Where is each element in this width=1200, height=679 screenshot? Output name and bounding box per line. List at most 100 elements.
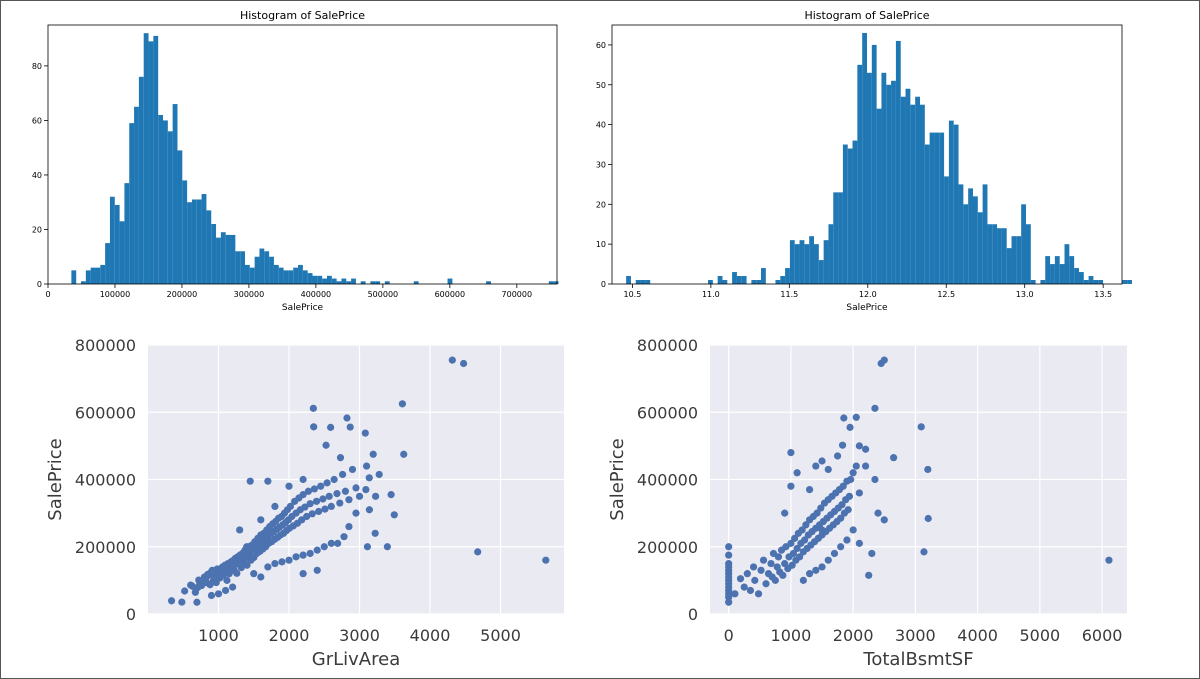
histogram-bar	[838, 192, 843, 284]
histogram-bar	[447, 278, 453, 284]
scatter-point	[188, 582, 197, 590]
scatter-point	[781, 509, 789, 517]
histogram-bar	[307, 273, 313, 284]
y-tick-label: 600000	[637, 403, 698, 422]
scatter-point	[868, 549, 876, 558]
scatter-point	[236, 526, 244, 534]
histogram-bar	[915, 96, 920, 284]
histogram-bar	[244, 264, 250, 284]
scatter-point	[924, 514, 932, 523]
histogram-bar	[1050, 264, 1055, 284]
scatter-point	[743, 570, 751, 578]
histogram-bar	[708, 280, 713, 284]
scatter-point	[362, 485, 370, 494]
scatter-point	[459, 359, 468, 368]
histogram-bar	[259, 248, 265, 284]
scatter-point	[757, 566, 765, 574]
histogram-bar	[312, 275, 318, 284]
scatter-point	[310, 485, 318, 493]
histogram-bar	[278, 267, 284, 284]
scatter-point	[313, 546, 321, 554]
histogram-bar	[823, 240, 829, 284]
histogram-bar	[486, 281, 491, 284]
scatter-point	[837, 514, 845, 522]
histogram-bar	[134, 106, 139, 284]
histogram-bar	[302, 270, 308, 284]
scatter-point	[852, 462, 860, 470]
y-axis-label: SalePrice	[607, 438, 628, 520]
histogram-bar	[761, 268, 766, 284]
histogram-bar	[336, 281, 342, 284]
histogram-bar	[799, 240, 805, 284]
scatter-point	[207, 591, 216, 600]
y-tick-label: 0	[37, 280, 42, 289]
chart-title: Histogram of SalePrice	[240, 9, 365, 22]
scatter-point	[214, 590, 223, 598]
y-tick-label: 0	[601, 280, 606, 289]
x-axis-label: TotalBsmtSF	[862, 649, 973, 670]
histogram-bar	[1078, 272, 1084, 284]
scatter-point	[833, 452, 842, 460]
histogram-bar	[852, 140, 858, 284]
scatter-point	[365, 506, 373, 514]
histogram-bar	[924, 144, 930, 284]
scatter-point	[352, 484, 360, 492]
x-tick-label: 11.0	[702, 290, 720, 299]
scatter-point	[336, 454, 345, 462]
scatter-point	[849, 526, 857, 534]
scatter-point	[315, 507, 323, 516]
scatter-point	[725, 598, 733, 606]
scatter-point	[767, 559, 775, 568]
scatter-point	[339, 470, 347, 479]
scatter-point	[278, 558, 286, 566]
scatter-point	[299, 570, 307, 578]
scatter-point	[390, 511, 398, 519]
scatter-point	[243, 543, 251, 551]
histogram-bar	[1098, 280, 1104, 284]
scatter-point	[257, 573, 265, 581]
histogram-bar	[109, 196, 115, 284]
scatter-point	[250, 570, 258, 578]
scatter-point	[802, 521, 810, 529]
scatter-point	[805, 570, 814, 578]
scatter-point	[840, 414, 848, 422]
histogram-bar	[264, 251, 270, 284]
scatter-point	[920, 548, 928, 556]
y-tick-label: 200000	[637, 538, 698, 557]
scatter-point	[325, 492, 333, 500]
scatter-point	[361, 429, 369, 437]
histogram-bar	[1059, 264, 1065, 284]
histogram-bar	[833, 192, 839, 284]
histogram-bar	[732, 272, 737, 284]
scatter-point	[317, 482, 325, 490]
scatter-point	[838, 441, 847, 449]
histogram-bar	[775, 280, 781, 284]
x-tick-label: 6000	[1082, 626, 1123, 645]
scatter-point	[846, 423, 854, 431]
histogram-bar	[211, 224, 217, 284]
scatter-point	[264, 477, 272, 485]
histogram-bar	[240, 251, 245, 284]
bars	[626, 32, 1132, 285]
scatter-point	[330, 475, 338, 484]
histogram-bar	[958, 184, 964, 284]
scatter-point	[793, 544, 801, 553]
histogram-bar	[900, 96, 906, 284]
histogram-bar	[953, 124, 959, 284]
scatter-point	[774, 553, 783, 561]
scatter-point	[924, 465, 932, 474]
x-tick-label: 400000	[301, 290, 332, 299]
histogram-bar	[553, 281, 559, 284]
scatter-point	[246, 477, 254, 485]
scatter-point	[306, 549, 314, 558]
scatter-point	[917, 423, 925, 431]
histogram-bar	[1021, 204, 1026, 284]
histogram-bar	[129, 123, 135, 284]
scatter-point	[861, 462, 870, 470]
scatter-point	[818, 526, 826, 534]
histogram-bar	[814, 244, 819, 284]
histogram-bar	[1016, 236, 1022, 284]
scatter-point	[334, 539, 342, 547]
y-tick-label: 10	[596, 240, 606, 249]
y-tick-label: 20	[596, 200, 606, 209]
